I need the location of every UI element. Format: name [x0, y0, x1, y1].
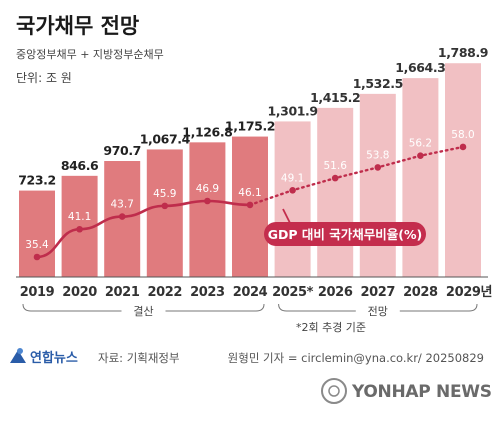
x-tick-label: 2026 [318, 285, 353, 300]
ratio-series-label: GDP 대비 국가채무비율(%) [268, 227, 422, 242]
group-bracket [22, 303, 265, 312]
byline: 원형민 기자 = circlemin@yna.co.kr/ 20250829 [228, 351, 484, 365]
ratio-callout: GDP 대비 국가채무비율(%) [264, 208, 426, 246]
ratio-value-label: 35.4 [25, 239, 49, 251]
ratio-value-label: 56.2 [409, 138, 432, 150]
ratio-line-forecast [248, 145, 465, 207]
bar-2027 [359, 93, 396, 278]
ratio-value-label: 49.1 [281, 172, 304, 184]
watermark: YONHAP NEWS [321, 378, 492, 404]
source-label: 자료: 기획재정부 [98, 351, 180, 365]
ratio-line-series: 35.4 41.1 43.7 45.9 46.9 46.1 49.1 51.6 53.8 56.2… [25, 129, 475, 261]
watermark-text: YONHAP NEWS [351, 382, 492, 402]
group-bracket [278, 303, 478, 312]
ratio-point [76, 225, 83, 233]
bar-2026 [317, 107, 354, 277]
ratio-value-label: 46.1 [238, 187, 261, 199]
unit-label: 단위: 조 원 [16, 71, 72, 85]
chart-subtitle: 중앙정부채무 + 지방정부순채무 [16, 48, 164, 61]
ratio-value-label: 43.7 [111, 199, 134, 211]
bar-value-label: 1,175.2 [225, 119, 275, 134]
ratio-point [33, 253, 41, 261]
x-tick-label: 2027 [361, 285, 396, 300]
bar-2019 [19, 190, 55, 277]
bar-value-label: 1,532.5 [353, 76, 403, 91]
bar-value-label: 1,664.3 [395, 60, 445, 75]
x-tick-label: 2022 [148, 285, 183, 300]
bar-value-label: 1,788.9 [438, 45, 488, 60]
bar-value-label: 1,415.2 [310, 90, 360, 105]
ratio-value-label: 41.1 [68, 211, 91, 223]
ratio-point [204, 197, 211, 205]
x-tick-label: 2019 [20, 285, 55, 300]
ratio-value-label: 46.9 [196, 183, 219, 195]
x-tick-label: 2020 [62, 285, 97, 300]
callout-box [264, 222, 426, 246]
bar-2028 [402, 78, 439, 277]
bar-value-label: 723.2 [18, 173, 56, 188]
logo-dot-icon [17, 348, 23, 354]
x-tick-label: 2029년 [446, 285, 492, 300]
bar-value-label: 846.6 [61, 158, 99, 173]
x-tick-label: 2023 [190, 285, 225, 300]
ratio-point [417, 152, 424, 160]
x-tick-label: 2024 [233, 285, 268, 300]
ratio-value-label: 51.6 [324, 160, 348, 172]
yonhap-logo: 연합뉴스 [10, 348, 78, 366]
group-label: 전망 [368, 305, 388, 318]
watermark-globe-inner-icon [328, 385, 340, 397]
ratio-line-actual [36, 199, 251, 259]
bar-value-labels: 723.2 846.6 970.71,067.41,126.81,175.21,30… [18, 45, 488, 187]
ratio-value-label: 45.9 [153, 188, 176, 200]
x-axis-tick-labels: 2019 2020 2021 2022 2023 2024 2025* 2026 2027 202… [20, 285, 493, 300]
bar-2029년 [445, 63, 481, 277]
ratio-point [331, 174, 339, 182]
ratio-point [374, 164, 382, 171]
ratio-point [118, 213, 126, 220]
chart-title: 국가채무 전망 [16, 14, 139, 38]
ratio-point [289, 186, 296, 194]
x-tick-label: 2028 [403, 285, 438, 300]
watermark-globe-icon [321, 378, 347, 404]
bar-2023 [189, 142, 226, 277]
ratio-point [459, 143, 467, 151]
group-label: 결산 [133, 305, 153, 318]
bar-value-label: 1,067.4 [140, 131, 191, 146]
ratio-value-label: 58.0 [451, 129, 474, 141]
ratio-point [246, 201, 254, 209]
logo-mark-icon [10, 350, 26, 363]
bar-2022 [146, 149, 183, 277]
bar-value-label: 970.7 [103, 143, 141, 158]
ratio-value-label: 53.8 [366, 149, 389, 161]
bar-value-label: 1,126.8 [182, 124, 232, 139]
ratio-point [161, 202, 169, 210]
footnote: *2회 추경 기준 [296, 321, 366, 334]
period-groups: 결산 전망 [22, 303, 478, 318]
x-tick-label: 2025* [272, 285, 314, 300]
logo-text: 연합뉴스 [30, 350, 78, 366]
bar-value-label: 1,301.9 [268, 103, 318, 118]
bar-2025* [274, 121, 311, 278]
x-tick-label: 2021 [105, 285, 140, 300]
